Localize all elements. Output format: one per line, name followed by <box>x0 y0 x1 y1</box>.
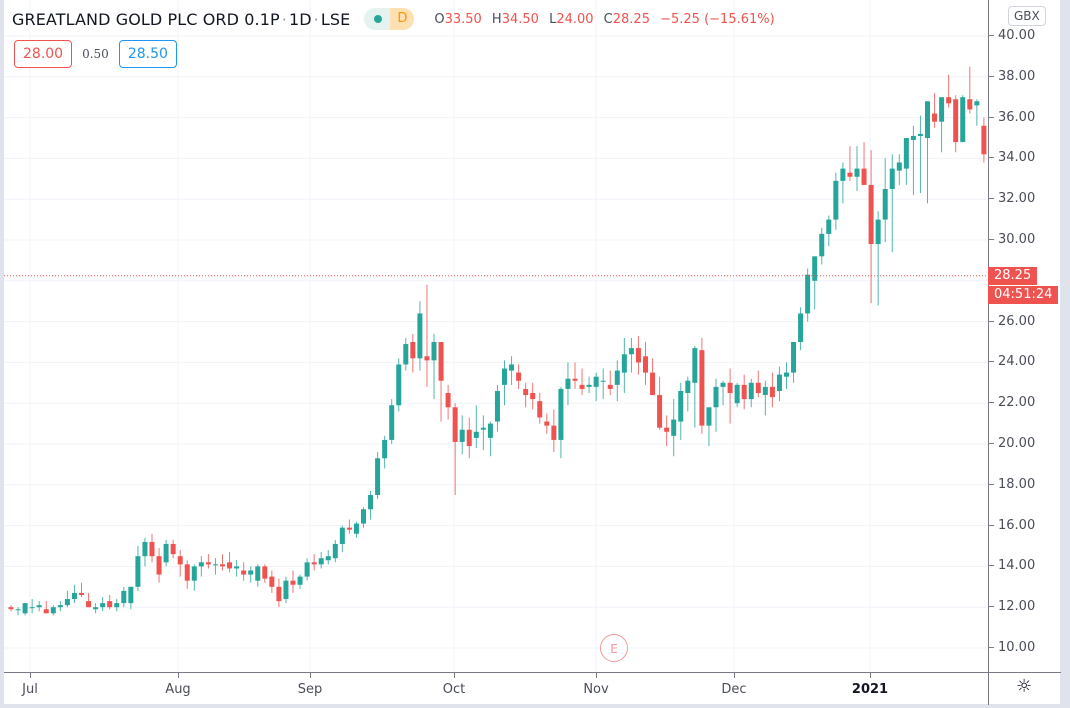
close-value: 28.25 <box>612 11 650 27</box>
exchange-label: LSE <box>320 9 351 29</box>
candle-series <box>8 66 987 616</box>
low-value: 24.00 <box>556 11 594 27</box>
currency-button[interactable]: GBX <box>1008 6 1046 26</box>
sell-button[interactable]: 28.00 <box>14 40 73 68</box>
open-value: 33.50 <box>444 11 482 27</box>
bottom-border <box>0 704 1070 708</box>
bar-countdown-label: 04:51:24 <box>988 285 1059 304</box>
chart-settings-gear-icon[interactable]: ☼ <box>1016 676 1033 697</box>
separator: · <box>313 9 319 29</box>
time-axis[interactable]: Jul Aug Sep Oct Nov Dec 2021 <box>4 672 988 705</box>
buy-button[interactable]: 28.50 <box>118 40 177 68</box>
high-value: 34.50 <box>501 11 539 27</box>
last-price-label: 28.25 <box>988 266 1038 285</box>
grid-lines <box>4 0 988 672</box>
high-label: H <box>491 11 502 27</box>
symbol-title[interactable]: GREATLAND GOLD PLC ORD 0.1P <box>12 9 280 29</box>
chart-legend: GREATLAND GOLD PLC ORD 0.1P · 1D · LSE D… <box>12 8 781 30</box>
change-value: −5.25 (−15.61%) <box>660 11 775 27</box>
interval-label[interactable]: 1D <box>288 9 312 29</box>
candlestick-chart[interactable] <box>4 0 988 672</box>
axis-corner <box>988 672 1061 705</box>
market-open-dot-icon <box>374 15 383 23</box>
ohlc-values: O33.50 H34.50 L24.00 C28.25 −5.25 (−15.6… <box>434 12 780 27</box>
close-label: C <box>603 11 613 27</box>
right-border <box>1060 0 1070 708</box>
left-border <box>0 0 4 708</box>
open-label: O <box>434 11 445 27</box>
delayed-badge: D <box>390 8 415 30</box>
market-status-pill[interactable]: D <box>364 8 415 30</box>
spread-value: 0.50 <box>82 47 109 61</box>
price-axis[interactable]: 40.0038.0036.0034.0032.0030.0028.0026.00… <box>988 0 1061 672</box>
separator: · <box>281 9 287 29</box>
quote-row: 28.00 0.50 28.50 <box>14 40 177 68</box>
earnings-event-marker[interactable]: E <box>600 634 628 662</box>
low-label: L <box>549 11 557 27</box>
